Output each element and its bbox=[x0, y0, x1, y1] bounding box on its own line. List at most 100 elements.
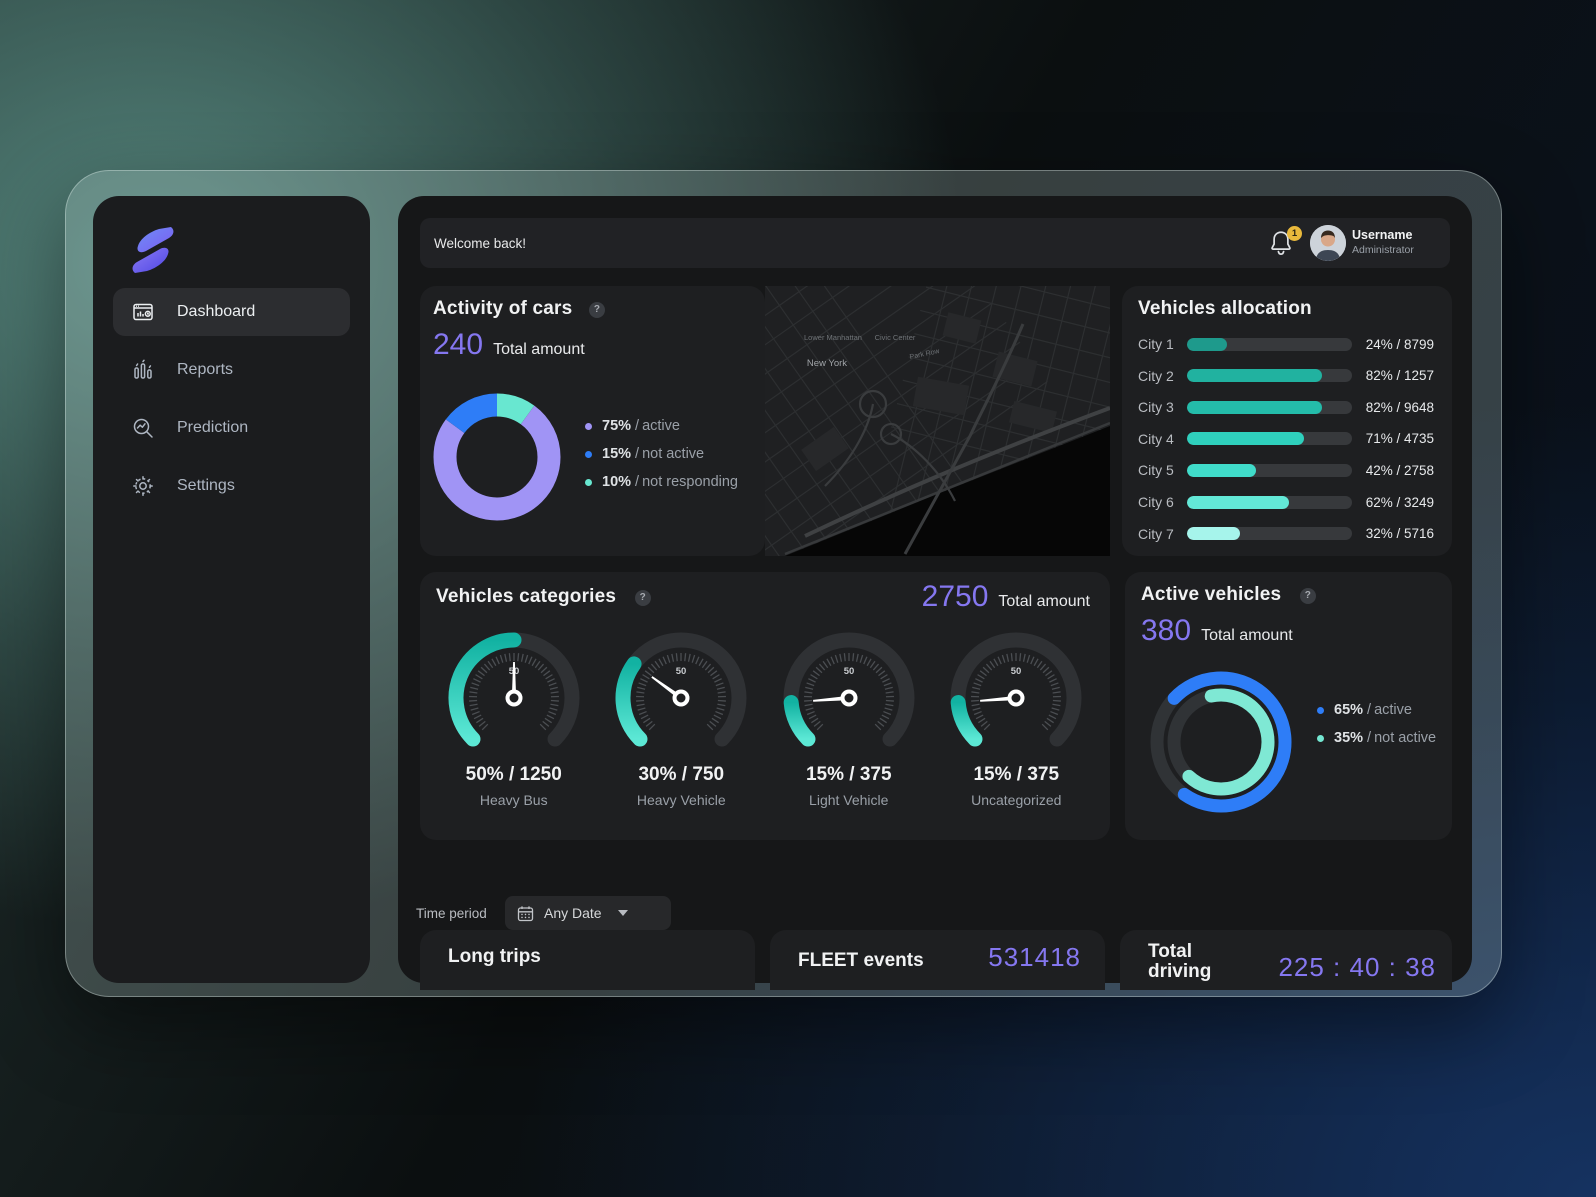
settings-icon bbox=[131, 474, 155, 498]
legend-pct: 65% bbox=[1334, 702, 1364, 718]
allocation-row: City 3 82% / 9648 bbox=[1138, 397, 1434, 417]
active-legend: 65% / active 35% / not active bbox=[1317, 702, 1436, 758]
allocation-bar-fill bbox=[1187, 337, 1227, 351]
user-role: Administrator bbox=[1352, 244, 1414, 256]
gauges-row: 50 50% / 1250 Heavy Bus 50 30% / 750 Heavy Ve… bbox=[430, 620, 1100, 808]
legend-item: 35% / not active bbox=[1317, 730, 1436, 746]
legend-dot bbox=[585, 450, 592, 458]
allocation-bar-fill bbox=[1187, 495, 1290, 509]
time-period-button[interactable]: Any Date bbox=[505, 896, 671, 930]
fleet-events-title: FLEET events bbox=[798, 950, 924, 971]
sidebar: Dashboard Reports Prediction Settings bbox=[93, 196, 370, 983]
legend-dot bbox=[585, 478, 592, 486]
sidebar-item-label: Settings bbox=[177, 477, 235, 494]
sidebar-item-dashboard[interactable]: Dashboard bbox=[113, 288, 350, 336]
legend-dot bbox=[1317, 734, 1324, 742]
legend-pct: 10% bbox=[602, 474, 632, 490]
legend-dot bbox=[585, 422, 592, 430]
allocation-city-label: City 7 bbox=[1138, 525, 1174, 542]
allocation-bar-fill bbox=[1187, 527, 1240, 541]
legend-item: 75% / active bbox=[585, 418, 738, 434]
categories-help-icon[interactable]: ? bbox=[634, 589, 651, 606]
legend-separator: / bbox=[635, 418, 640, 434]
sidebar-item-settings[interactable]: Settings bbox=[113, 462, 350, 510]
gauge-category-label: Heavy Vehicle bbox=[636, 792, 726, 808]
allocation-bar-track bbox=[1187, 432, 1352, 446]
categories-card-title: Vehicles categories bbox=[436, 586, 617, 607]
legend-label: active bbox=[1374, 702, 1412, 718]
allocation-value: 32% / 5716 bbox=[1365, 526, 1434, 542]
fleet-events-card: FLEET events 531418 bbox=[770, 930, 1105, 990]
sidebar-item-label: Prediction bbox=[177, 419, 249, 436]
gauge-chart: 50 bbox=[448, 632, 580, 747]
map-label-city: New York bbox=[807, 358, 847, 369]
activity-card-title: Activity of cars bbox=[433, 298, 573, 319]
vehicles-allocation-card: Vehicles allocation City 1 24% / 8799 City… bbox=[1122, 286, 1452, 556]
allocation-row: City 1 24% / 8799 bbox=[1138, 334, 1434, 354]
legend-separator: / bbox=[635, 474, 640, 490]
legend-pct: 75% bbox=[602, 418, 632, 434]
avatar[interactable] bbox=[1310, 225, 1346, 261]
allocation-city-label: City 2 bbox=[1138, 367, 1174, 384]
allocation-city-label: City 3 bbox=[1138, 399, 1174, 416]
allocation-row: City 7 32% / 5716 bbox=[1138, 524, 1434, 544]
calendar-icon bbox=[517, 905, 534, 921]
gauge-chart: 50 bbox=[783, 632, 915, 747]
allocation-value: 62% / 3249 bbox=[1365, 494, 1434, 510]
active-card-title: Active vehicles bbox=[1141, 584, 1282, 605]
allocation-bar-track bbox=[1187, 527, 1352, 541]
allocation-bar-track bbox=[1187, 463, 1352, 477]
activity-help-icon[interactable]: ? bbox=[588, 301, 605, 318]
sidebar-item-reports[interactable]: Reports bbox=[113, 346, 350, 394]
allocation-bar-fill bbox=[1187, 432, 1305, 446]
total-driving-title: Total driving bbox=[1148, 941, 1212, 982]
categories-total: 2750 bbox=[921, 580, 989, 613]
legend-pct: 15% bbox=[602, 446, 632, 462]
gauge-category-label: Uncategorized bbox=[971, 792, 1062, 808]
gauge-heavy-vehicle: 50 30% / 750 Heavy Vehicle bbox=[598, 620, 766, 808]
map-label-area1: Lower Manhattan bbox=[804, 333, 862, 342]
allocation-city-label: City 1 bbox=[1138, 336, 1174, 352]
allocation-row: City 6 62% / 3249 bbox=[1138, 492, 1434, 512]
long-trips-title: Long trips bbox=[448, 946, 541, 967]
allocation-bar-track bbox=[1187, 400, 1352, 414]
time-period-label: Time period bbox=[416, 905, 487, 921]
allocation-value: 82% / 1257 bbox=[1365, 368, 1434, 384]
allocation-row: City 4 71% / 4735 bbox=[1138, 429, 1434, 449]
prediction-icon bbox=[131, 416, 155, 440]
sidebar-item-prediction[interactable]: Prediction bbox=[113, 404, 350, 452]
allocation-bar-track bbox=[1187, 495, 1352, 509]
allocation-city-label: City 6 bbox=[1138, 494, 1174, 510]
legend-separator: / bbox=[635, 446, 640, 462]
legend-label: active bbox=[642, 418, 680, 434]
dashboard-icon bbox=[131, 300, 155, 324]
legend-item: 15% / not active bbox=[585, 446, 738, 462]
legend-item: 65% / active bbox=[1317, 702, 1436, 718]
legend-label: not active bbox=[642, 446, 705, 462]
allocation-row: City 5 42% / 2758 bbox=[1138, 460, 1434, 480]
active-rings-chart bbox=[1150, 671, 1292, 813]
active-help-icon[interactable]: ? bbox=[1299, 587, 1316, 604]
total-driving-card: Total driving 225 : 40 : 38 bbox=[1120, 930, 1452, 990]
allocation-value: 24% / 8799 bbox=[1365, 336, 1434, 352]
gauge-value: 15% / 375 bbox=[805, 764, 892, 785]
ring-outer-active bbox=[1167, 671, 1292, 813]
gauge-heavy-bus: 50 50% / 1250 Heavy Bus bbox=[430, 620, 598, 808]
topbar: Welcome back! 1 Username Administrator bbox=[420, 218, 1450, 268]
map-label-area2: Civic Center bbox=[875, 333, 916, 342]
chevron-down-icon bbox=[617, 910, 628, 916]
time-period-value: Any Date bbox=[544, 905, 602, 921]
allocation-row: City 2 82% / 1257 bbox=[1138, 366, 1434, 386]
sidebar-nav: Dashboard Reports Prediction Settings bbox=[113, 288, 350, 520]
notifications-button[interactable]: 1 bbox=[1268, 226, 1302, 259]
gauge-top-label: 50 bbox=[676, 666, 687, 677]
ring-inner-not-active bbox=[1182, 688, 1275, 796]
app-logo bbox=[129, 224, 177, 276]
long-trips-card: Long trips bbox=[420, 930, 755, 990]
city-map[interactable]: Lower Manhattan Civic Center New York Pa… bbox=[765, 286, 1110, 556]
legend-pct: 35% bbox=[1334, 730, 1364, 746]
total-driving-value: 225 : 40 : 38 bbox=[1278, 952, 1436, 982]
active-total: 380 bbox=[1141, 614, 1192, 647]
allocation-value: 71% / 4735 bbox=[1365, 431, 1434, 447]
welcome-text: Welcome back! bbox=[434, 235, 527, 251]
